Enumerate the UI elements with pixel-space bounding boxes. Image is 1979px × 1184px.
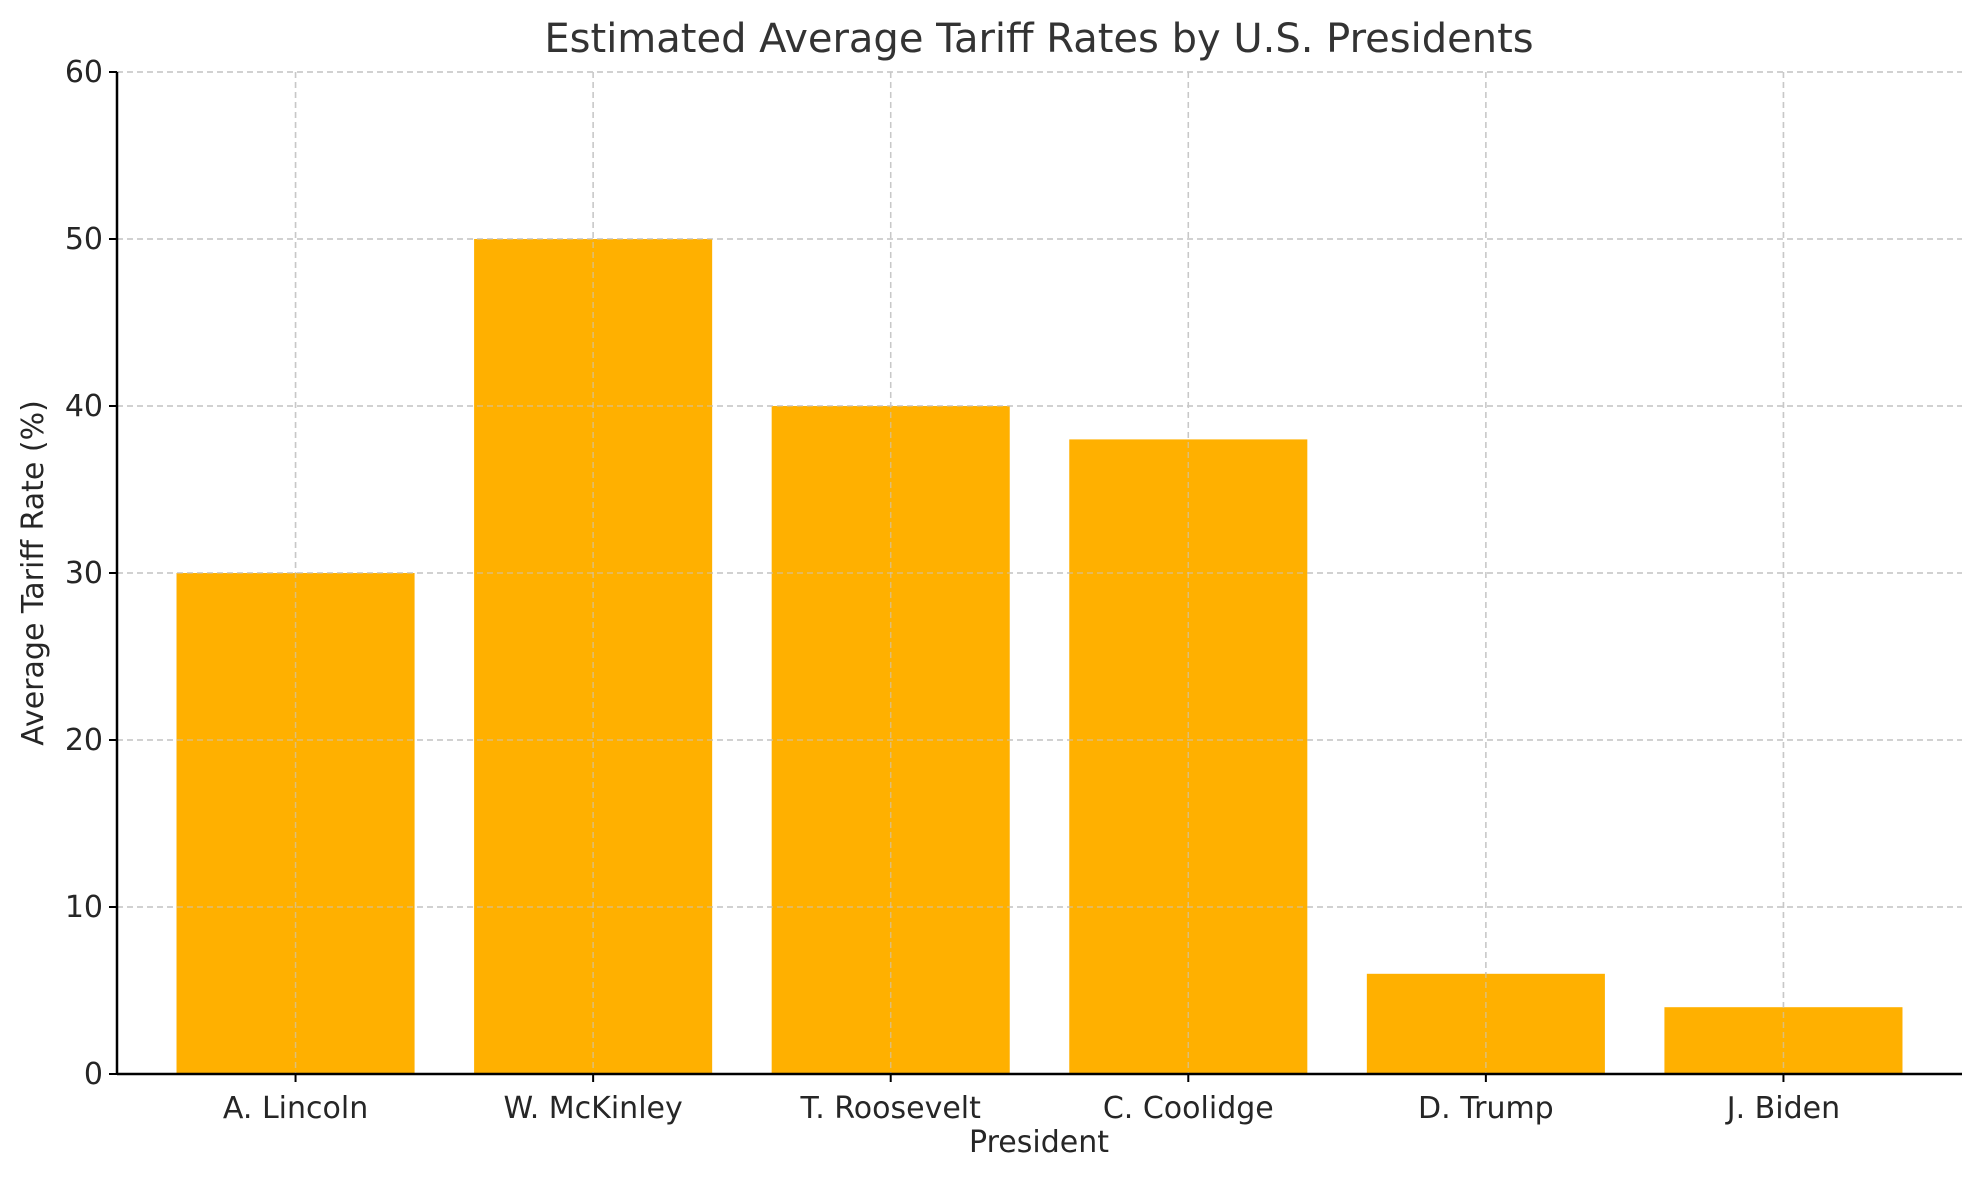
y-tick-label: 20 [65,723,103,758]
x-axis-label: President [969,1125,1109,1160]
y-tick-label: 0 [84,1057,103,1092]
y-tick-label: 30 [65,556,103,591]
chart-title: Estimated Average Tariff Rates by U.S. P… [544,16,1533,62]
x-tick-label: A. Lincoln [223,1091,368,1126]
x-tick-label: T. Roosevelt [799,1091,981,1126]
x-tick-label: J. Biden [1725,1091,1840,1126]
y-axis-label: Average Tariff Rate (%) [16,400,51,746]
bar-layer [117,71,1962,1075]
y-tick-label: 10 [65,890,103,925]
x-tick-label: D. Trump [1418,1091,1554,1126]
y-tick-label: 60 [65,55,103,90]
y-tick-label: 40 [65,389,103,424]
x-tick-label: W. McKinley [504,1091,683,1126]
x-tick-label: C. Coolidge [1103,1091,1274,1126]
y-tick-label: 50 [65,222,103,257]
tick-layer: 0 10 20 30 40 50 60 A. Lincoln W. McKinley T. Roo… [65,55,1840,1126]
